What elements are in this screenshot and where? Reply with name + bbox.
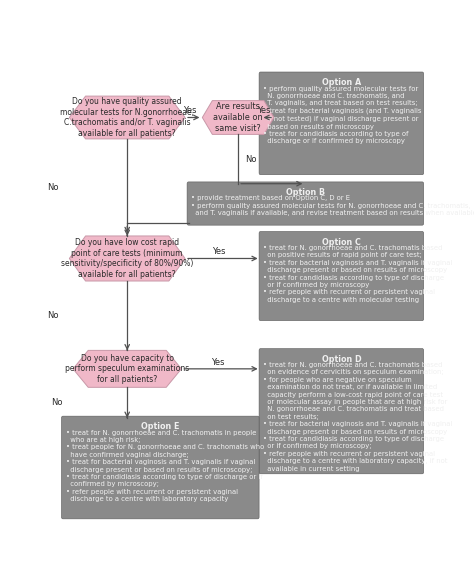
- Text: Are results
available on
same visit?: Are results available on same visit?: [213, 102, 263, 133]
- Polygon shape: [202, 101, 274, 135]
- Text: Option B: Option B: [286, 188, 325, 197]
- Text: Do you have quality assured
molecular tests for N.gonorrhoeae,
C.trachomatis and: Do you have quality assured molecular te…: [60, 97, 194, 138]
- Text: No: No: [51, 398, 63, 407]
- Text: Yes: Yes: [210, 357, 224, 367]
- Polygon shape: [69, 96, 185, 139]
- Text: • perform quality assured molecular tests for
  N. gonorrhoeae and C. trachomati: • perform quality assured molecular test…: [264, 85, 422, 144]
- Text: Do you have capacity to
perform speculum examinations
for all patients?: Do you have capacity to perform speculum…: [65, 353, 189, 384]
- Polygon shape: [69, 236, 185, 281]
- Text: • treat for N. gonorrhoeae and C. trachomatis in people
  who are at high risk;
: • treat for N. gonorrhoeae and C. tracho…: [66, 429, 264, 503]
- Text: Option C: Option C: [322, 238, 361, 247]
- Text: Do you have low cost rapid
point of care tests (minimum
sensitivity/specificity : Do you have low cost rapid point of care…: [61, 238, 193, 279]
- Text: No: No: [47, 183, 59, 192]
- Text: • provide treatment based on Option C, D or E
• perform quality assured molecula: • provide treatment based on Option C, D…: [191, 195, 474, 216]
- FancyBboxPatch shape: [259, 232, 424, 321]
- Text: No: No: [47, 311, 59, 320]
- Text: • treat for N. gonorrhoeae and C. trachomatis based
  on evidence of cervicitis : • treat for N. gonorrhoeae and C. tracho…: [264, 362, 453, 472]
- Text: Yes: Yes: [212, 247, 226, 256]
- FancyBboxPatch shape: [187, 182, 424, 225]
- FancyBboxPatch shape: [259, 349, 424, 474]
- Polygon shape: [73, 350, 182, 387]
- FancyBboxPatch shape: [259, 72, 424, 175]
- Text: Yes: Yes: [257, 106, 270, 115]
- Text: Yes: Yes: [183, 106, 197, 115]
- FancyBboxPatch shape: [62, 416, 259, 519]
- Text: No: No: [245, 154, 256, 164]
- Text: Option E: Option E: [141, 422, 180, 432]
- Text: • treat for N. gonorrhoeae and C. trachomatis based
  on positive results of rap: • treat for N. gonorrhoeae and C. tracho…: [264, 245, 453, 303]
- Text: Option A: Option A: [322, 78, 361, 87]
- Text: Option D: Option D: [321, 355, 361, 364]
